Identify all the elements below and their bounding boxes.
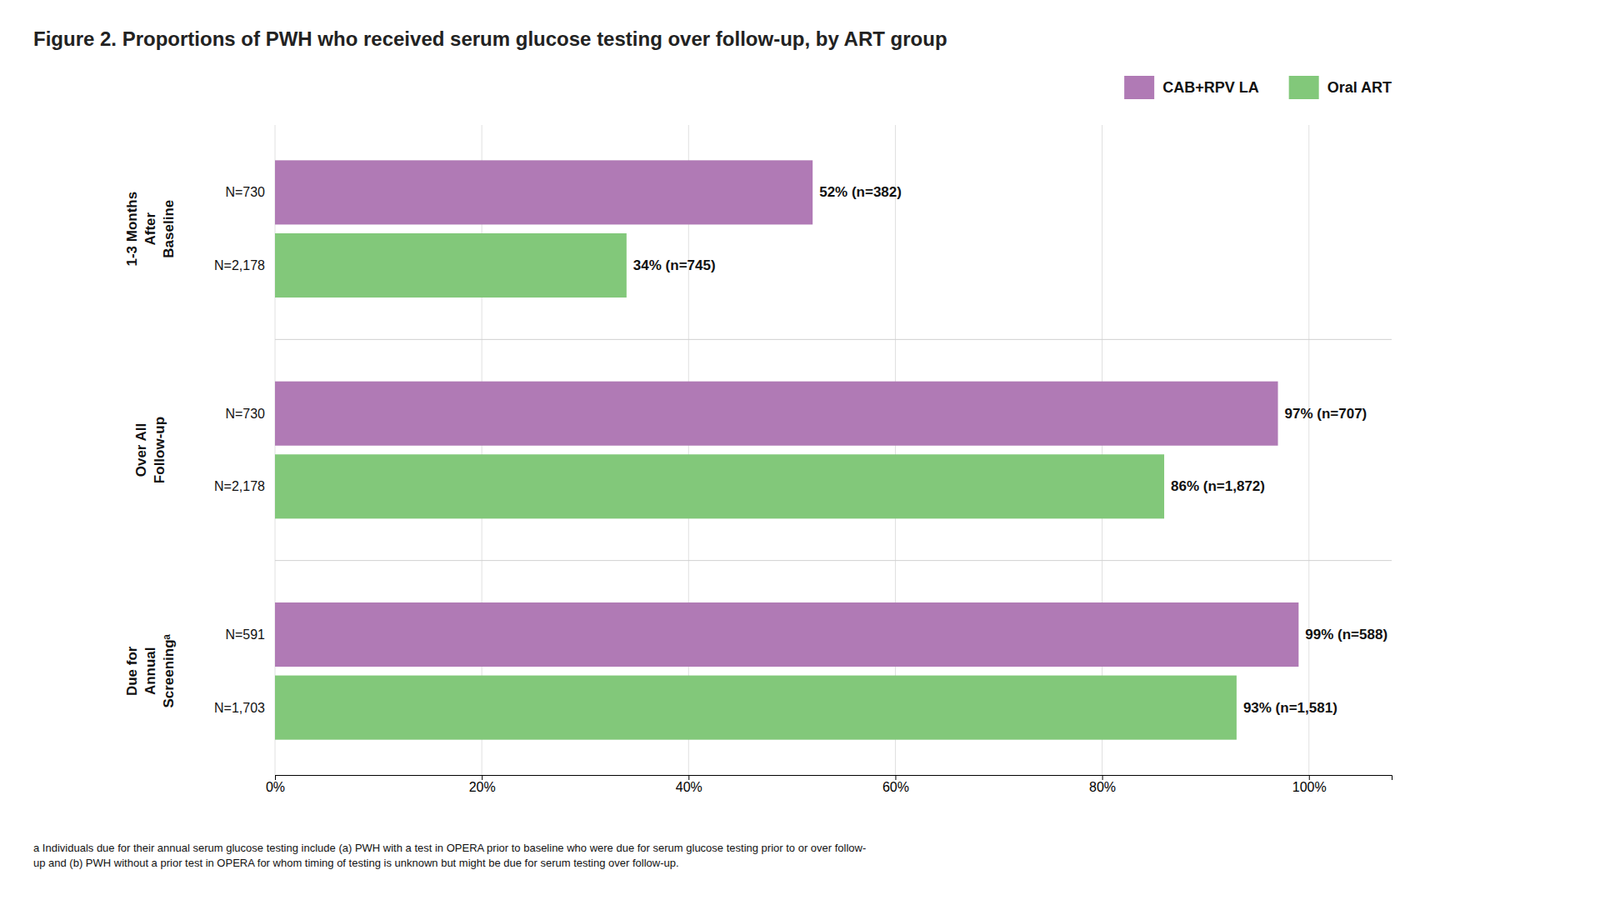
group-separator <box>275 560 1392 561</box>
bar <box>275 454 1165 519</box>
bar <box>275 233 627 298</box>
x-tick: 40% <box>675 775 703 795</box>
x-tick-label: 40% <box>675 780 703 795</box>
data-label: 97% (n=707) <box>1285 405 1368 422</box>
x-tick-label: 20% <box>469 780 496 795</box>
x-tick-label: 80% <box>1089 780 1116 795</box>
bars <box>275 160 1299 740</box>
bar-label: N=2,178 <box>214 258 265 273</box>
x-tick-label: 100% <box>1292 780 1327 795</box>
data-label: 52% (n=382) <box>819 184 902 200</box>
category-label: Due forAnnualScreeningᵃ <box>124 633 177 708</box>
data-label: 34% (n=745) <box>633 257 716 274</box>
data-label: 99% (n=588) <box>1305 626 1388 643</box>
legend-item: Oral ART <box>1289 75 1392 100</box>
chart-svg: Figure 2. Proportions of PWH who receive… <box>0 0 1600 900</box>
bar-label: N=2,178 <box>214 479 265 494</box>
legend-item: CAB+RPV LA <box>1124 75 1260 100</box>
category-label: Over AllFollow-up <box>133 416 168 484</box>
group-separators <box>275 339 1392 560</box>
x-tick: 60% <box>882 775 910 795</box>
x-tick: 20% <box>469 775 496 795</box>
bar-label: N=730 <box>225 185 265 200</box>
x-tick-label: 60% <box>882 780 910 795</box>
bar-label: N=730 <box>225 406 265 421</box>
legend-swatch <box>1289 75 1320 100</box>
footnote: a Individuals due for their annual serum… <box>33 841 866 870</box>
x-tick: 80% <box>1089 775 1116 795</box>
bar-label: N=1,703 <box>214 700 265 715</box>
bar <box>275 160 813 225</box>
legend: CAB+RPV LA Oral ART <box>1124 75 1392 100</box>
x-tick-mark <box>1102 775 1104 780</box>
x-tick-mark <box>275 775 276 780</box>
bar-texts: 52% (n=382) N=730 97% (n=707) N=730 99% (n=5… <box>214 184 1388 715</box>
x-tick-mark <box>688 775 690 780</box>
group-separator <box>275 339 1392 340</box>
grid <box>275 125 1310 775</box>
grid-line <box>1308 125 1310 775</box>
plot-area: 52% (n=382) N=730 97% (n=707) N=730 99% (n=5… <box>124 125 1393 795</box>
bar <box>275 675 1237 740</box>
legend-label: CAB+RPV LA <box>1162 79 1260 96</box>
bar <box>275 602 1299 667</box>
x-tick: 0% <box>265 775 285 795</box>
x-tick: 100% <box>1292 775 1327 795</box>
legend-label: Oral ART <box>1327 79 1392 96</box>
bar <box>275 381 1279 446</box>
x-tick-mark <box>1309 775 1310 780</box>
legend-swatch <box>1124 75 1155 100</box>
x-axis-line <box>275 775 1393 781</box>
data-label: 86% (n=1,872) <box>1170 478 1265 495</box>
category-label: 1-3 MonthsAfterBaseline <box>124 191 177 267</box>
x-tick-label: 0% <box>265 780 285 795</box>
chart-title: Figure 2. Proportions of PWH who receive… <box>33 27 948 50</box>
data-label: 93% (n=1,581) <box>1243 700 1338 716</box>
x-tick-mark <box>895 775 896 780</box>
bar-label: N=591 <box>225 627 265 642</box>
x-axis: 0% 20% 40% 60% 80% 100% <box>265 775 1393 795</box>
category-labels: 1-3 MonthsAfterBaseline Over AllFollow-up… <box>124 191 177 709</box>
x-tick-mark <box>481 775 483 780</box>
